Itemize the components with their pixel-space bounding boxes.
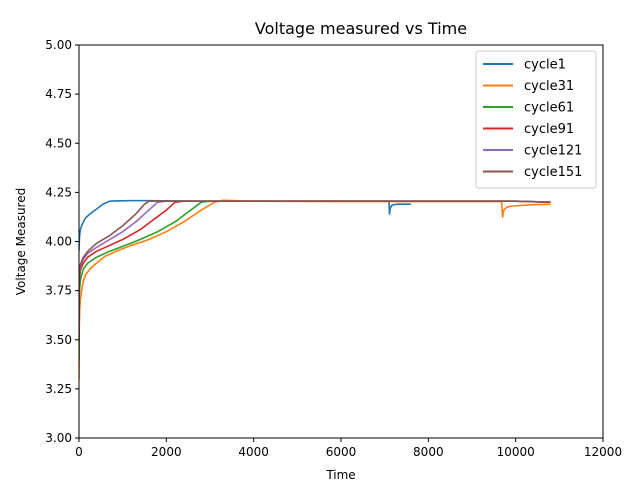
x-tick-label: 0 (75, 445, 83, 459)
y-tick-label: 4.50 (45, 136, 72, 150)
y-tick-label: 3.25 (45, 382, 72, 396)
series-line-cycle121 (79, 200, 551, 330)
legend-label-cycle31: cycle31 (524, 79, 574, 94)
y-tick-label: 3.00 (45, 431, 72, 445)
x-tick-label: 2000 (151, 445, 182, 459)
legend-label-cycle1: cycle1 (524, 58, 566, 73)
y-tick-label: 3.75 (45, 284, 72, 298)
y-tick-label: 4.75 (45, 87, 72, 101)
y-tick-label: 3.50 (45, 333, 72, 347)
x-tick-label: 4000 (238, 445, 269, 459)
plot-frame (78, 44, 604, 439)
y-tick-label: 4.00 (45, 235, 72, 249)
x-tick-label: 8000 (413, 445, 444, 459)
legend: cycle1 cycle31 cycle61 cycle91 cycle121 cycle… (475, 50, 597, 189)
x-tick-label: 10000 (497, 445, 535, 459)
legend-label-cycle61: cycle61 (524, 101, 574, 116)
series-line-cycle61 (79, 200, 551, 360)
y-tick-label: 5.00 (45, 38, 72, 52)
series-line-cycle91 (79, 200, 551, 340)
legend-label-cycle91: cycle91 (524, 122, 574, 137)
x-tick-label: 12000 (584, 445, 622, 459)
legend-label-cycle121: cycle121 (524, 144, 582, 159)
series-line-cycle31 (79, 199, 551, 380)
chart-title: Voltage measured vs Time (255, 19, 467, 38)
y-tick-label: 4.25 (45, 185, 72, 199)
x-tick-label: 6000 (326, 445, 357, 459)
legend-label-cycle151: cycle151 (524, 165, 582, 180)
y-axis-title: Voltage Measured (14, 188, 28, 295)
x-axis-title: Time (325, 468, 355, 482)
series-line-cycle151 (79, 200, 551, 321)
